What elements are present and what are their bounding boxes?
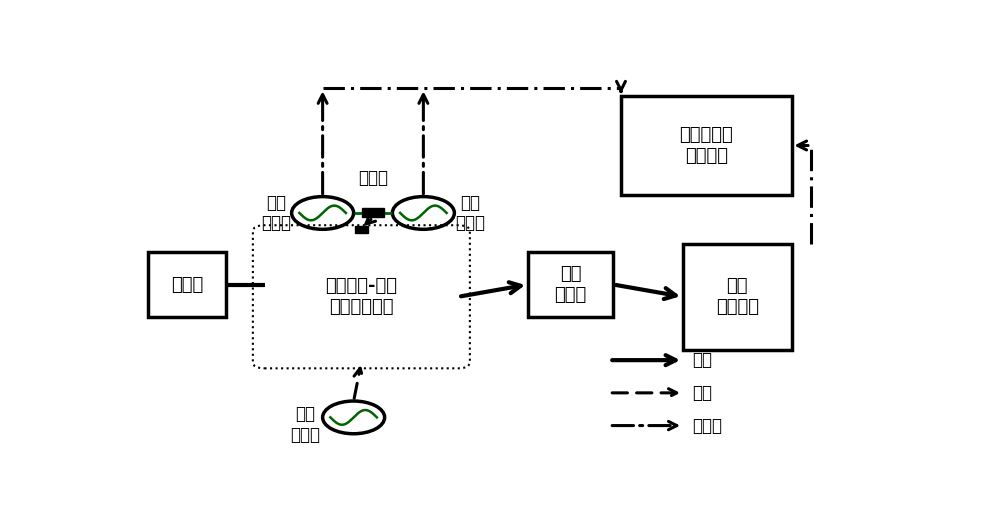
FancyBboxPatch shape	[528, 252, 613, 317]
Text: 数据流: 数据流	[692, 417, 722, 434]
Text: 第二
信号源: 第二 信号源	[455, 194, 485, 233]
Text: 待测马赫-曾德
尔电光调制器: 待测马赫-曾德 尔电光调制器	[325, 277, 397, 316]
FancyBboxPatch shape	[148, 252, 226, 317]
Text: 光电
探测器: 光电 探测器	[554, 265, 587, 304]
Text: 第一
信号源: 第一 信号源	[261, 194, 291, 233]
Text: 第三
信号源: 第三 信号源	[290, 405, 320, 444]
Bar	[362, 209, 384, 218]
Text: 电路: 电路	[692, 384, 712, 402]
FancyBboxPatch shape	[253, 225, 470, 369]
FancyBboxPatch shape	[621, 97, 792, 194]
Text: 频谱
分析模块: 频谱 分析模块	[716, 277, 759, 316]
Text: 激光器: 激光器	[171, 276, 203, 294]
Text: 控制及数据
处理模块: 控制及数据 处理模块	[679, 126, 733, 165]
Text: 光路: 光路	[692, 351, 712, 369]
FancyBboxPatch shape	[683, 244, 792, 350]
Bar	[355, 226, 368, 233]
Text: 合路器: 合路器	[358, 169, 388, 187]
